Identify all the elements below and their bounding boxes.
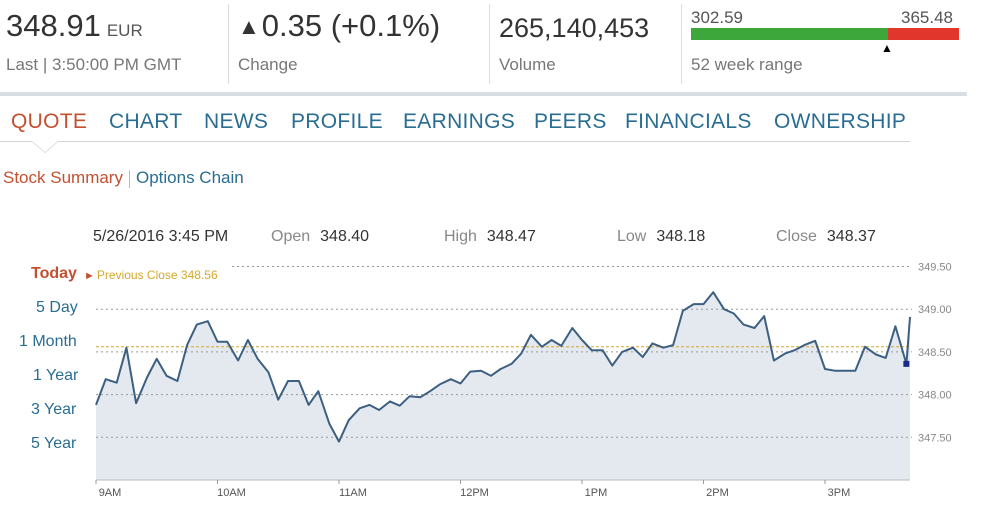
subtab-stock-summary[interactable]: Stock Summary (3, 168, 123, 187)
week52-high: 365.48 (901, 8, 953, 27)
subtab-divider (128, 169, 130, 188)
tab-peers[interactable]: PEERS (534, 110, 607, 133)
x-tick-label: 10AM (217, 487, 246, 499)
volume-value: 265,140,453 (499, 13, 650, 43)
tab-financials[interactable]: FINANCIALS (625, 110, 752, 133)
quote-header: 348.91 EUR Last | 3:50:00 PM GMT ▲0.35 (+… (0, 0, 967, 92)
x-tick-label: 1PM (585, 487, 608, 499)
triangle-right-icon: ► (84, 270, 95, 282)
currency: EUR (106, 21, 143, 40)
range-today[interactable]: Today (31, 265, 77, 282)
subtabs: Stock Summary Options Chain (3, 168, 244, 188)
header-divider (228, 4, 229, 84)
ohlc-high: High 348.47 (444, 228, 536, 245)
tab-news[interactable]: NEWS (204, 110, 269, 133)
tab-chart[interactable]: CHART (109, 110, 183, 133)
ohlc-open: Open 348.40 (271, 228, 370, 245)
y-tick-label: 349.00 (918, 304, 952, 316)
last-price: 348.91 EUR (6, 8, 143, 43)
previous-close-label: ► Previous Close 348.56 (84, 268, 218, 282)
tab-profile[interactable]: PROFILE (291, 110, 383, 133)
active-tab-pointer-inner (32, 141, 58, 152)
price-cell: 348.91 EUR Last | 3:50:00 PM GMT (6, 0, 226, 88)
x-tick-label: 9AM (99, 487, 122, 499)
y-tick-label: 348.00 (918, 390, 952, 402)
volume-cell: 265,140,453 Volume (499, 0, 679, 88)
range-5-year[interactable]: 5 Year (31, 435, 77, 452)
week52-range-low-segment (691, 28, 888, 40)
last-time: Last | 3:50:00 PM GMT (6, 55, 182, 74)
tab-ownership[interactable]: OWNERSHIP (774, 110, 907, 133)
x-tick-label: 3PM (828, 487, 851, 499)
change-label: Change (238, 55, 298, 74)
tab-quote[interactable]: QUOTE (11, 110, 88, 133)
header-divider (681, 4, 682, 84)
range-3-year[interactable]: 3 Year (31, 401, 77, 418)
range-5-day[interactable]: 5 Day (36, 299, 78, 316)
x-tick-label: 12PM (460, 487, 489, 499)
current-point-marker (903, 360, 910, 367)
change-cell: ▲0.35 (+0.1%) Change (238, 0, 483, 88)
price-line (95, 291, 911, 443)
week52-range-high-segment (888, 28, 959, 40)
tab-earnings[interactable]: EARNINGS (403, 110, 516, 133)
volume-label: Volume (499, 55, 556, 74)
ohlc-low: Low 348.18 (617, 228, 706, 245)
week52-range-bar: ▲ (691, 28, 959, 55)
ohlc-close: Close 348.37 (776, 228, 876, 245)
x-tick-label: 2PM (706, 487, 729, 499)
up-arrow-icon: ▲ (238, 14, 260, 39)
y-tick-label: 347.50 (918, 432, 952, 444)
y-tick-label: 348.50 (918, 347, 952, 359)
week52-current-marker-icon: ▲ (881, 41, 893, 55)
main-tabs: QUOTE CHART NEWS PROFILE EARNINGS PEERS … (0, 106, 910, 142)
week52-label: 52 week range (691, 55, 803, 74)
tabs-rule (0, 141, 910, 142)
week52-low: 302.59 (691, 8, 743, 27)
price-change: ▲0.35 (+0.1%) (238, 8, 441, 43)
y-tick-label: 349.50 (918, 262, 952, 274)
range-1-month[interactable]: 1 Month (19, 333, 77, 350)
subtab-options-chain[interactable]: Options Chain (135, 168, 244, 187)
x-tick-label: 11AM (339, 487, 367, 499)
header-divider (489, 4, 490, 84)
range-1-year[interactable]: 1 Year (33, 367, 79, 384)
ohlc-datetime: 5/26/2016 3:45 PM (93, 228, 229, 245)
header-rule (0, 92, 967, 96)
chart-area-fill (96, 292, 910, 480)
